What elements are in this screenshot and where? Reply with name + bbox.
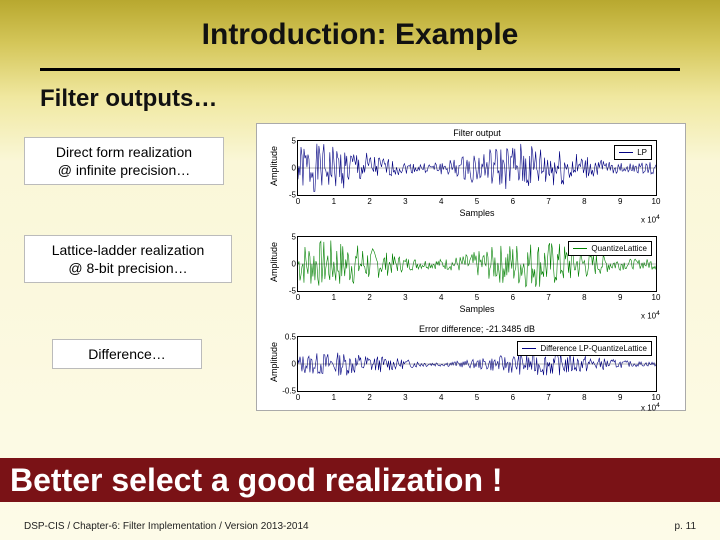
label-direct-form: Direct form realization @ infinite preci… <box>24 137 224 185</box>
chart-quantize-lattice: -505 012345678910 QuantizeLattice <box>297 236 657 292</box>
chart1-xlabel: Samples <box>297 208 657 218</box>
chart2-xticks: 012345678910 <box>298 293 656 303</box>
chart2-xlabel: Samples <box>297 304 657 314</box>
chart-filter-output: -505 012345678910 LP <box>297 140 657 196</box>
chart-difference: -0.500.5 012345678910 Difference LP-Quan… <box>297 336 657 392</box>
subtitle-row: Filter outputs… <box>0 71 720 119</box>
legend-label: LP <box>637 148 647 157</box>
footer-left: DSP-CIS / Chapter-6: Filter Implementati… <box>24 521 309 532</box>
banner-text: Better select a good realization ! <box>10 462 503 499</box>
label-line: Difference… <box>63 345 191 363</box>
chart3-xexp: x 104 <box>641 402 681 413</box>
legend-label: QuantizeLattice <box>591 244 647 253</box>
chart1-yticks: -505 <box>278 141 296 195</box>
label-line: @ 8-bit precision… <box>35 259 221 277</box>
body-area: Direct form realization @ infinite preci… <box>20 123 700 423</box>
chart1-xexp: x 104 <box>641 214 681 225</box>
conclusion-banner: Better select a good realization ! <box>0 458 720 502</box>
legend-label: Difference LP-QuantizeLattice <box>540 344 647 353</box>
chart3-xticks: 012345678910 <box>298 393 656 403</box>
label-line: @ infinite precision… <box>35 161 213 179</box>
label-line: Direct form realization <box>35 143 213 161</box>
footer: DSP-CIS / Chapter-6: Filter Implementati… <box>0 521 720 532</box>
chart3-yticks: -0.500.5 <box>278 337 296 391</box>
label-difference: Difference… <box>52 339 202 369</box>
page-title: Introduction: Example <box>40 18 680 52</box>
footer-right: p. 11 <box>675 521 697 532</box>
chart2-xexp: x 104 <box>641 310 681 321</box>
label-line: Lattice-ladder realization <box>35 241 221 259</box>
chart1-signal <box>298 141 656 195</box>
chart3-title: Error difference; -21.3485 dB <box>297 324 657 334</box>
legend-line-icon <box>619 152 633 153</box>
chart1-title: Filter output <box>297 128 657 138</box>
subtitle-text: Filter outputs… <box>40 85 680 113</box>
chart2-yticks: -505 <box>278 237 296 291</box>
label-lattice-ladder: Lattice-ladder realization @ 8-bit preci… <box>24 235 232 283</box>
chart1-xticks: 012345678910 <box>298 197 656 207</box>
chart2-legend: QuantizeLattice <box>568 241 652 256</box>
title-area: Introduction: Example <box>0 0 720 60</box>
legend-line-icon <box>573 248 587 249</box>
chart-stack: Filter output Amplitude -505 01234567891… <box>256 123 686 411</box>
legend-line-icon <box>522 348 536 349</box>
slide-root: Introduction: Example Filter outputs… Di… <box>0 0 720 540</box>
chart1-legend: LP <box>614 145 652 160</box>
chart3-legend: Difference LP-QuantizeLattice <box>517 341 652 356</box>
